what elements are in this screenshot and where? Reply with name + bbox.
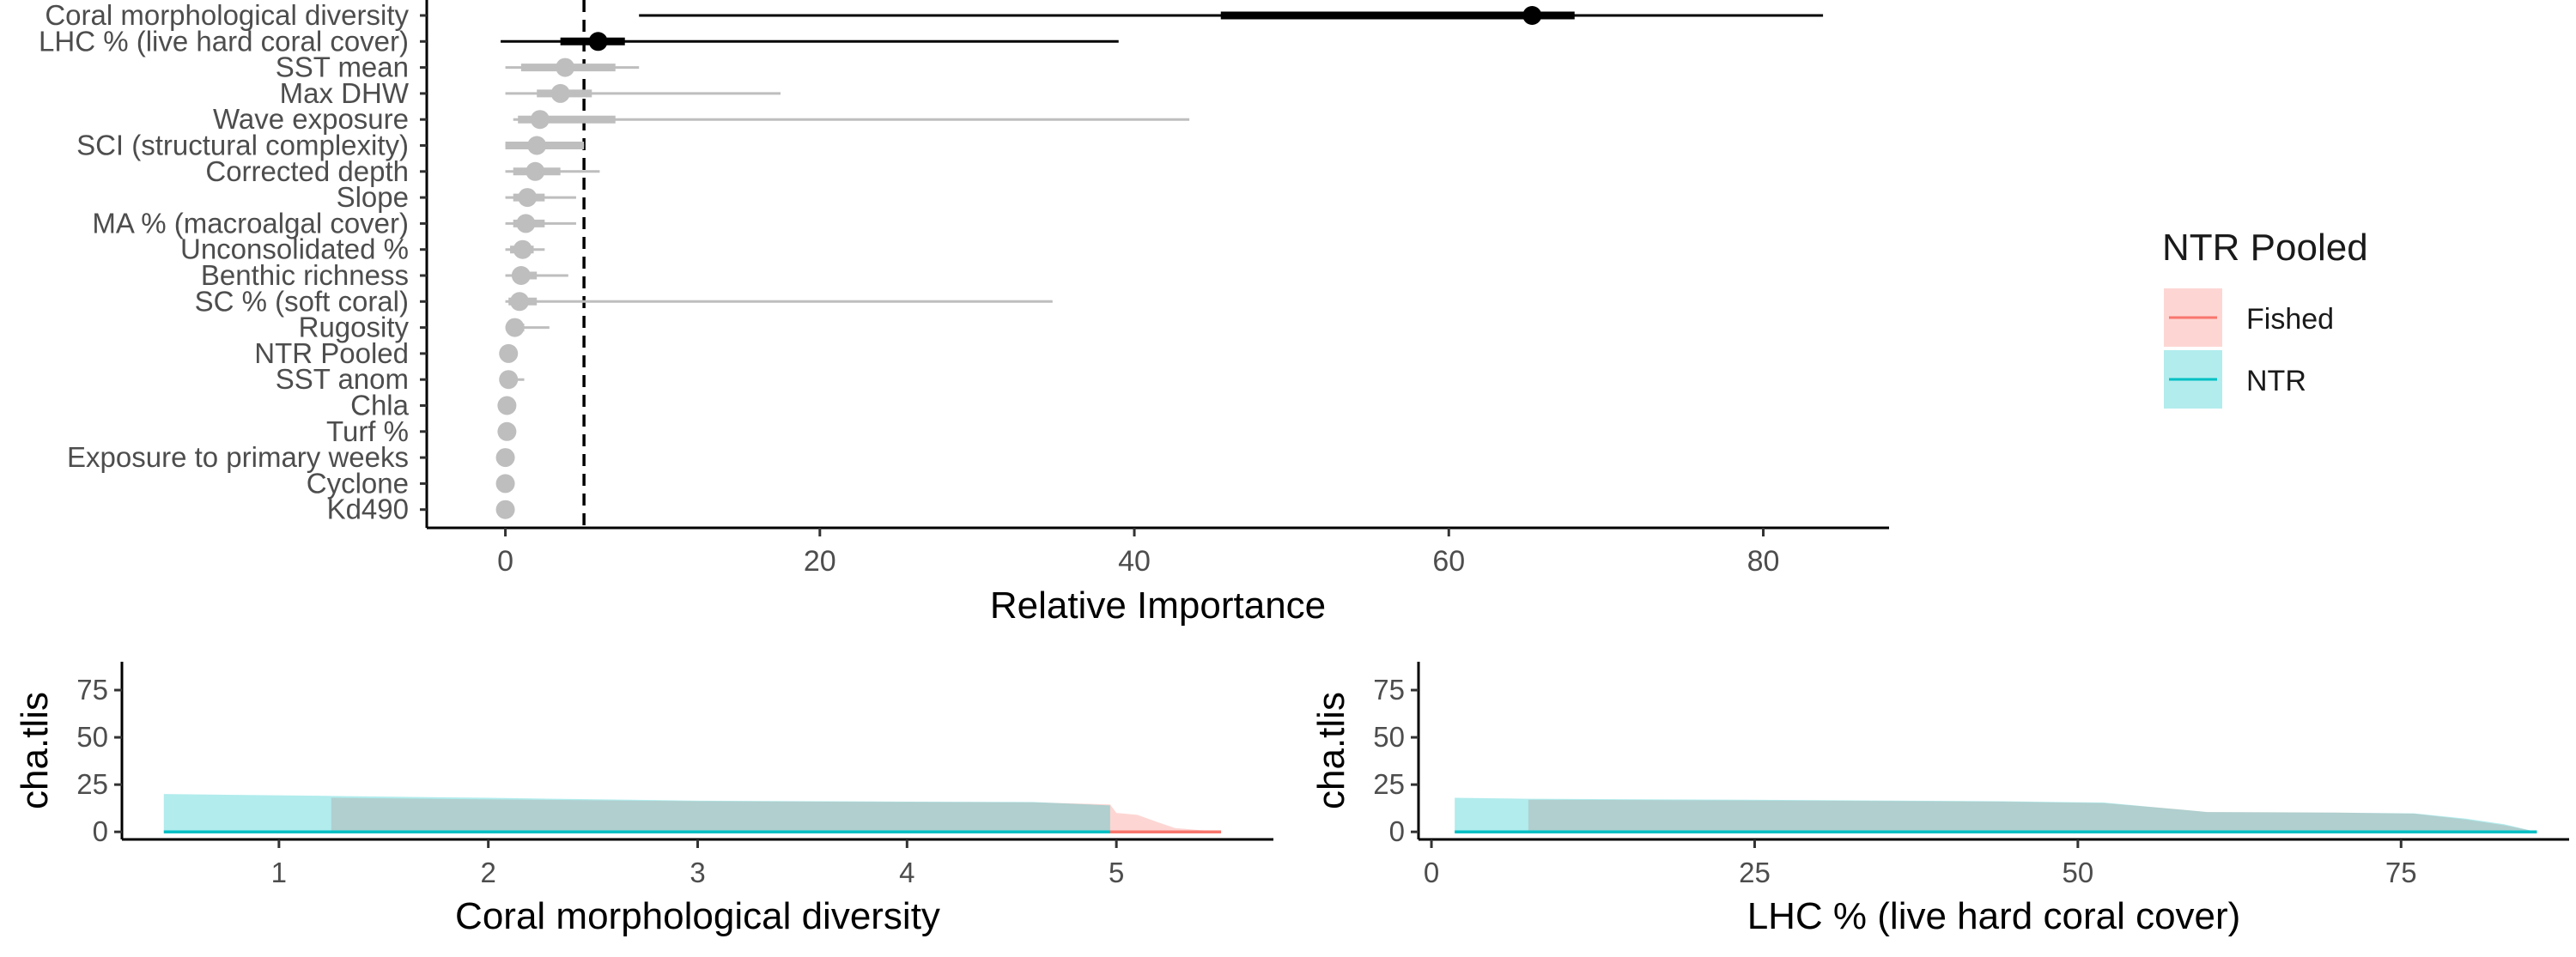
ribbon-ntr-panel-2: [1455, 797, 2537, 833]
median-point-sst-anom: [499, 370, 519, 390]
median-point-rugosity: [505, 318, 525, 337]
x-tick-label-panel-1: 2: [481, 857, 496, 888]
median-point-kd490: [495, 500, 515, 519]
x-tick-label-panel-2: 25: [1739, 857, 1771, 888]
median-point-corrected-depth: [526, 161, 545, 181]
pdp-panel-coral-morphological-diversity: 0 25 50 75 1 2 3 4 5 cha.tlis Coral morphological …: [14, 662, 1273, 937]
y-tick-label-panel-1: 25: [76, 768, 108, 800]
importance-x-tick-label: 0: [497, 545, 513, 578]
variable-label-coral-morphological-diversity: Coral morphological diversity: [45, 0, 409, 31]
pdp-panel-lhc: 0 25 50 75 0 25 50 75 cha.tlis LHC % (live hard c…: [1310, 662, 2569, 937]
variable-label-kd490: Kd490: [327, 494, 409, 525]
median-point-ntr-pooled: [499, 343, 519, 363]
variable-label-sc-soft-coral: SC % (soft coral): [195, 285, 409, 317]
y-tick-label-panel-2: 50: [1373, 721, 1405, 753]
x-tick-label-panel-1: 3: [690, 857, 705, 888]
y-axis-title-panel-2: cha.tlis: [1310, 692, 1352, 809]
variable-label-wave-exposure: Wave exposure: [213, 103, 409, 135]
y-tick-label-panel-2: 75: [1373, 674, 1405, 706]
ribbon-ntr-panel-1: [163, 794, 1110, 833]
median-point-benthic-richness: [511, 266, 531, 285]
importance-x-tick-label: 60: [1432, 545, 1465, 578]
variable-label-cyclone: Cyclone: [307, 467, 409, 499]
variable-label-max-dhw: Max DHW: [280, 77, 410, 109]
variable-label-benthic-richness: Benthic richness: [201, 259, 409, 291]
y-tick-label-panel-1: 0: [93, 815, 108, 847]
variable-label-sci-structural-complexity: SCI (structural complexity): [76, 130, 409, 161]
median-point-sst-mean: [556, 58, 575, 77]
median-point-chla: [497, 396, 517, 415]
y-tick-label-panel-1: 50: [76, 721, 108, 753]
median-point-lhc-live-hard-coral-cover: [588, 32, 608, 51]
x-tick-label-panel-1: 4: [899, 857, 914, 888]
y-tick-label-panel-2: 0: [1389, 815, 1405, 847]
variable-label-exposure-to-primary-weeks: Exposure to primary weeks: [67, 441, 409, 473]
legend-label-fished: Fished: [2246, 303, 2334, 336]
importance-x-axis-title: Relative Importance: [990, 584, 1326, 627]
y-axis-title-panel-1: cha.tlis: [14, 692, 56, 809]
legend: NTR Pooled Fished NTR: [2162, 227, 2368, 409]
median-point-sc-soft-coral: [510, 292, 530, 312]
variable-label-sst-anom: SST anom: [276, 363, 409, 395]
variable-label-slope: Slope: [337, 181, 409, 213]
median-point-slope: [518, 188, 538, 208]
median-point-wave-exposure: [530, 110, 550, 130]
variable-label-ntr-pooled: NTR Pooled: [254, 337, 409, 369]
importance-x-tick-label: 20: [804, 545, 836, 578]
x-axis-title-panel-1: Coral morphological diversity: [455, 895, 940, 937]
median-point-coral-morphological-diversity: [1522, 6, 1542, 25]
median-point-ma-macroalgal-cover: [516, 214, 536, 233]
importance-x-tick-label: 80: [1747, 545, 1780, 578]
median-point-max-dhw: [550, 83, 570, 103]
variable-label-chla: Chla: [350, 390, 410, 421]
median-point-exposure-to-primary-weeks: [495, 448, 515, 468]
variable-label-turf: Turf %: [326, 415, 409, 447]
variable-label-sst-mean: SST mean: [276, 51, 409, 83]
variable-label-corrected-depth: Corrected depth: [205, 155, 409, 187]
variable-label-ma-macroalgal-cover: MA % (macroalgal cover): [92, 207, 409, 239]
ribbon-fished-panel-1: [331, 797, 1222, 833]
y-tick-label-panel-1: 75: [76, 674, 108, 706]
x-tick-label-panel-1: 5: [1109, 857, 1124, 888]
y-tick-label-panel-2: 25: [1373, 768, 1405, 800]
variable-label-rugosity: Rugosity: [299, 312, 410, 343]
median-point-turf: [497, 421, 517, 441]
importance-x-tick-label: 40: [1118, 545, 1151, 578]
x-tick-label-panel-2: 75: [2385, 857, 2417, 888]
median-point-sci-structural-complexity: [527, 136, 547, 155]
variable-label-lhc-live-hard-coral-cover: LHC % (live hard coral cover): [39, 25, 409, 57]
x-tick-label-panel-1: 1: [271, 857, 287, 888]
ribbon-fished-panel-2: [1528, 799, 2537, 833]
x-tick-label-panel-2: 50: [2063, 857, 2094, 888]
median-point-cyclone: [495, 474, 515, 494]
legend-title: NTR Pooled: [2162, 227, 2368, 269]
variable-label-unconsolidated: Unconsolidated %: [180, 233, 409, 265]
legend-label-ntr: NTR: [2246, 365, 2306, 397]
x-tick-label-panel-2: 0: [1424, 857, 1439, 888]
importance-panel: 0 20 40 60 80 Relative Importance Coral morpho…: [39, 0, 1889, 627]
x-axis-title-panel-2: LHC % (live hard coral cover): [1747, 895, 2241, 937]
median-point-unconsolidated: [513, 239, 532, 259]
